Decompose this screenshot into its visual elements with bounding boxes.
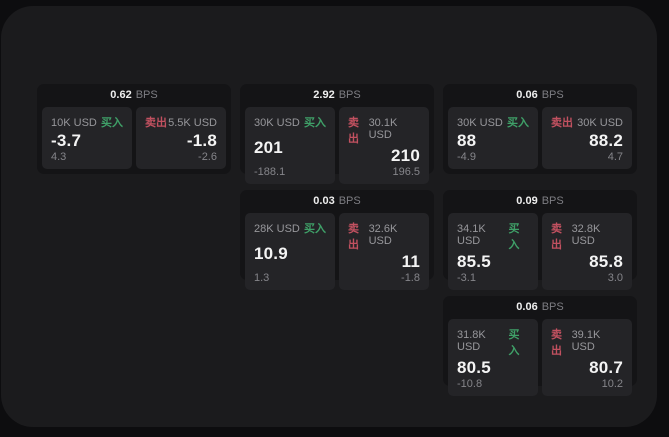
buy-label: 买入 [508, 223, 520, 251]
buy-price: 85.5 [457, 252, 491, 271]
buy-amount: 30K USD [457, 117, 503, 129]
card-header: 0.06 BPS [448, 84, 632, 107]
sell-price: 88.2 [589, 130, 623, 150]
sell-tile[interactable]: 卖出 32.8K USD 85.8 3.0 [542, 213, 632, 290]
sell-sub-value: 196.5 [392, 166, 420, 178]
sell-label: 卖出 [551, 223, 562, 251]
buy-amount: 28K USD [254, 223, 300, 235]
sell-label: 卖出 [145, 117, 167, 129]
card-header: 0.62 BPS [42, 84, 226, 107]
buy-sub-value: 4.3 [51, 151, 67, 163]
buy-amount: 10K USD [51, 117, 97, 129]
bps-unit-label: BPS [338, 89, 361, 101]
buy-tile[interactable]: 31.8K USD 买入 80.5 -10.8 [448, 319, 538, 396]
buy-tile[interactable]: 10K USD 买入 -3.7 4.3 [42, 107, 132, 169]
quote-card[interactable]: 0.06 BPS 30K USD 买入 88 -4.9 卖出 30K USD [443, 84, 637, 174]
sell-price: -1.8 [186, 130, 217, 150]
sell-sub-value: 4.7 [607, 151, 623, 163]
sell-sub-value: -2.6 [198, 151, 217, 163]
quote-card[interactable]: 0.03 BPS 28K USD 买入 10.9 1.3 卖出 32.6K US… [240, 190, 434, 290]
buy-tile[interactable]: 30K USD 买入 201 -188.1 [245, 107, 335, 184]
bps-unit-label: BPS [541, 301, 564, 313]
sell-label: 卖出 [348, 223, 359, 251]
sell-label: 卖出 [551, 117, 573, 129]
quote-card[interactable]: 0.62 BPS 10K USD 买入 -3.7 4.3 卖出 5.5K USD [37, 84, 231, 174]
sell-price: 210 [391, 146, 420, 165]
sell-price: 85.8 [589, 252, 623, 271]
buy-amount: 34.1K USD [457, 223, 486, 247]
buy-price: 201 [254, 138, 283, 157]
buy-sub-value: -10.8 [457, 378, 483, 390]
bps-unit-label: BPS [135, 89, 158, 101]
sell-amount: 5.5K USD [168, 117, 217, 129]
buy-sub-value: 1.3 [254, 272, 270, 284]
buy-tile[interactable]: 34.1K USD 买入 85.5 -3.1 [448, 213, 538, 290]
bps-unit-label: BPS [338, 195, 361, 207]
buy-tile[interactable]: 28K USD 买入 10.9 1.3 [245, 213, 335, 290]
buy-price: 80.5 [457, 358, 491, 377]
buy-price: 88 [457, 130, 477, 150]
buy-label: 买入 [304, 117, 326, 129]
sell-price: 80.7 [589, 358, 623, 377]
buy-amount: 31.8K USD [457, 329, 486, 353]
sell-tile[interactable]: 卖出 39.1K USD 80.7 10.2 [542, 319, 632, 396]
card-header: 0.09 BPS [448, 190, 632, 213]
buy-price: -3.7 [51, 130, 82, 150]
sell-label: 卖出 [551, 329, 562, 357]
bps-value: 2.92 [313, 89, 335, 101]
buy-sub-value: -4.9 [457, 151, 476, 163]
sell-sub-value: -1.8 [401, 272, 420, 284]
sell-sub-value: 10.2 [601, 378, 623, 390]
quote-card[interactable]: 2.92 BPS 30K USD 买入 201 -188.1 卖出 30.1K … [240, 84, 434, 184]
buy-amount: 30K USD [254, 117, 300, 129]
bps-value: 0.06 [516, 301, 538, 313]
sell-amount: 32.8K USD [571, 223, 601, 247]
buy-label: 买入 [304, 223, 326, 235]
buy-label: 买入 [507, 117, 529, 129]
card-header: 0.06 BPS [448, 296, 632, 319]
buy-label: 买入 [101, 117, 123, 129]
quote-card[interactable]: 0.09 BPS 34.1K USD 买入 85.5 -3.1 卖出 32.8K… [443, 190, 637, 290]
quote-cards-grid: 0.62 BPS 10K USD 买入 -3.7 4.3 卖出 5.5K USD [37, 84, 637, 396]
sell-label: 卖出 [348, 117, 359, 145]
bps-unit-label: BPS [541, 89, 564, 101]
card-header: 0.03 BPS [245, 190, 429, 213]
quote-card[interactable]: 0.06 BPS 31.8K USD 买入 80.5 -10.8 卖出 39.1… [443, 296, 637, 396]
bps-value: 0.03 [313, 195, 335, 207]
buy-label: 买入 [508, 329, 520, 357]
bps-value: 0.06 [516, 89, 538, 101]
sell-tile[interactable]: 卖出 30.1K USD 210 196.5 [339, 107, 429, 184]
sell-amount: 32.6K USD [368, 223, 398, 247]
sell-price: 11 [401, 252, 420, 271]
sell-amount: 30K USD [577, 117, 623, 129]
sell-tile[interactable]: 卖出 32.6K USD 11 -1.8 [339, 213, 429, 290]
buy-sub-value: -188.1 [254, 166, 286, 178]
buy-price: 10.9 [254, 244, 288, 263]
card-header: 2.92 BPS [245, 84, 429, 107]
buy-tile[interactable]: 30K USD 买入 88 -4.9 [448, 107, 538, 169]
buy-sub-value: -3.1 [457, 272, 476, 284]
sell-amount: 30.1K USD [368, 117, 398, 141]
sell-sub-value: 3.0 [607, 272, 623, 284]
bps-value: 0.09 [516, 195, 538, 207]
sell-amount: 39.1K USD [571, 329, 601, 353]
bps-unit-label: BPS [541, 195, 564, 207]
sell-tile[interactable]: 卖出 30K USD 88.2 4.7 [542, 107, 632, 169]
bps-value: 0.62 [110, 89, 132, 101]
sell-tile[interactable]: 卖出 5.5K USD -1.8 -2.6 [136, 107, 226, 169]
